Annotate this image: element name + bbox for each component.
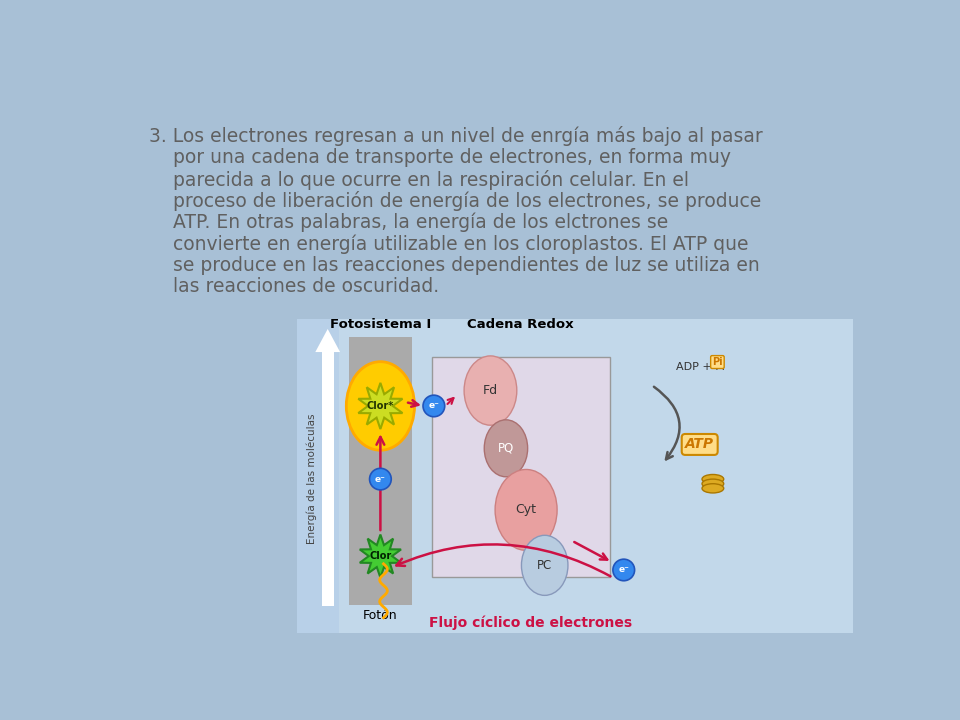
- Ellipse shape: [702, 484, 724, 493]
- Ellipse shape: [464, 356, 516, 426]
- Polygon shape: [315, 329, 340, 352]
- Text: PC: PC: [537, 559, 552, 572]
- Text: proceso de liberación de energía de los electrones, se produce: proceso de liberación de energía de los …: [150, 191, 761, 211]
- Ellipse shape: [347, 361, 415, 450]
- Text: e⁻: e⁻: [428, 402, 440, 410]
- Text: convierte en energía utilizable en los cloroplastos. El ATP que: convierte en energía utilizable en los c…: [150, 234, 749, 253]
- FancyBboxPatch shape: [297, 319, 853, 633]
- Ellipse shape: [612, 559, 635, 581]
- Ellipse shape: [423, 395, 444, 417]
- FancyBboxPatch shape: [322, 352, 334, 606]
- Text: Flujo cíclico de electrones: Flujo cíclico de electrones: [429, 616, 633, 630]
- Text: ADP + Pi: ADP + Pi: [677, 362, 726, 372]
- Polygon shape: [358, 383, 402, 429]
- Ellipse shape: [702, 474, 724, 484]
- Ellipse shape: [370, 468, 392, 490]
- Text: e⁻: e⁻: [375, 474, 386, 484]
- FancyBboxPatch shape: [297, 319, 339, 633]
- Text: Energía de las moléculas: Energía de las moléculas: [307, 414, 318, 544]
- Ellipse shape: [702, 479, 724, 488]
- Text: las reacciones de oscuridad.: las reacciones de oscuridad.: [150, 277, 440, 297]
- Text: parecida a lo que ocurre en la respiración celular. En el: parecida a lo que ocurre en la respiraci…: [150, 169, 689, 189]
- Text: 3. Los electrones regresan a un nivel de enrgía más bajo al pasar: 3. Los electrones regresan a un nivel de…: [150, 127, 763, 146]
- Polygon shape: [360, 534, 401, 577]
- Ellipse shape: [495, 469, 557, 550]
- Text: ATP: ATP: [685, 438, 714, 451]
- Text: PQ: PQ: [498, 442, 514, 455]
- Ellipse shape: [521, 535, 568, 595]
- Text: Fd: Fd: [483, 384, 498, 397]
- Text: Pi: Pi: [712, 357, 723, 367]
- Text: ATP. En otras palabras, la energía de los elctrones se: ATP. En otras palabras, la energía de lo…: [150, 212, 669, 232]
- Ellipse shape: [484, 420, 528, 477]
- Text: Cyt: Cyt: [516, 503, 537, 516]
- FancyBboxPatch shape: [432, 357, 610, 577]
- Text: Cadena Redox: Cadena Redox: [467, 318, 573, 331]
- FancyBboxPatch shape: [348, 337, 412, 605]
- Text: se produce en las reacciones dependientes de luz se utiliza en: se produce en las reacciones dependiente…: [150, 256, 760, 275]
- Text: por una cadena de transporte de electrones, en forma muy: por una cadena de transporte de electron…: [150, 148, 732, 167]
- Text: Clor*: Clor*: [367, 401, 394, 411]
- Text: Fotosistema I: Fotosistema I: [330, 318, 431, 331]
- Text: e⁻: e⁻: [618, 565, 629, 575]
- Text: Fotón: Fotón: [363, 608, 397, 621]
- Text: Clor: Clor: [370, 551, 392, 561]
